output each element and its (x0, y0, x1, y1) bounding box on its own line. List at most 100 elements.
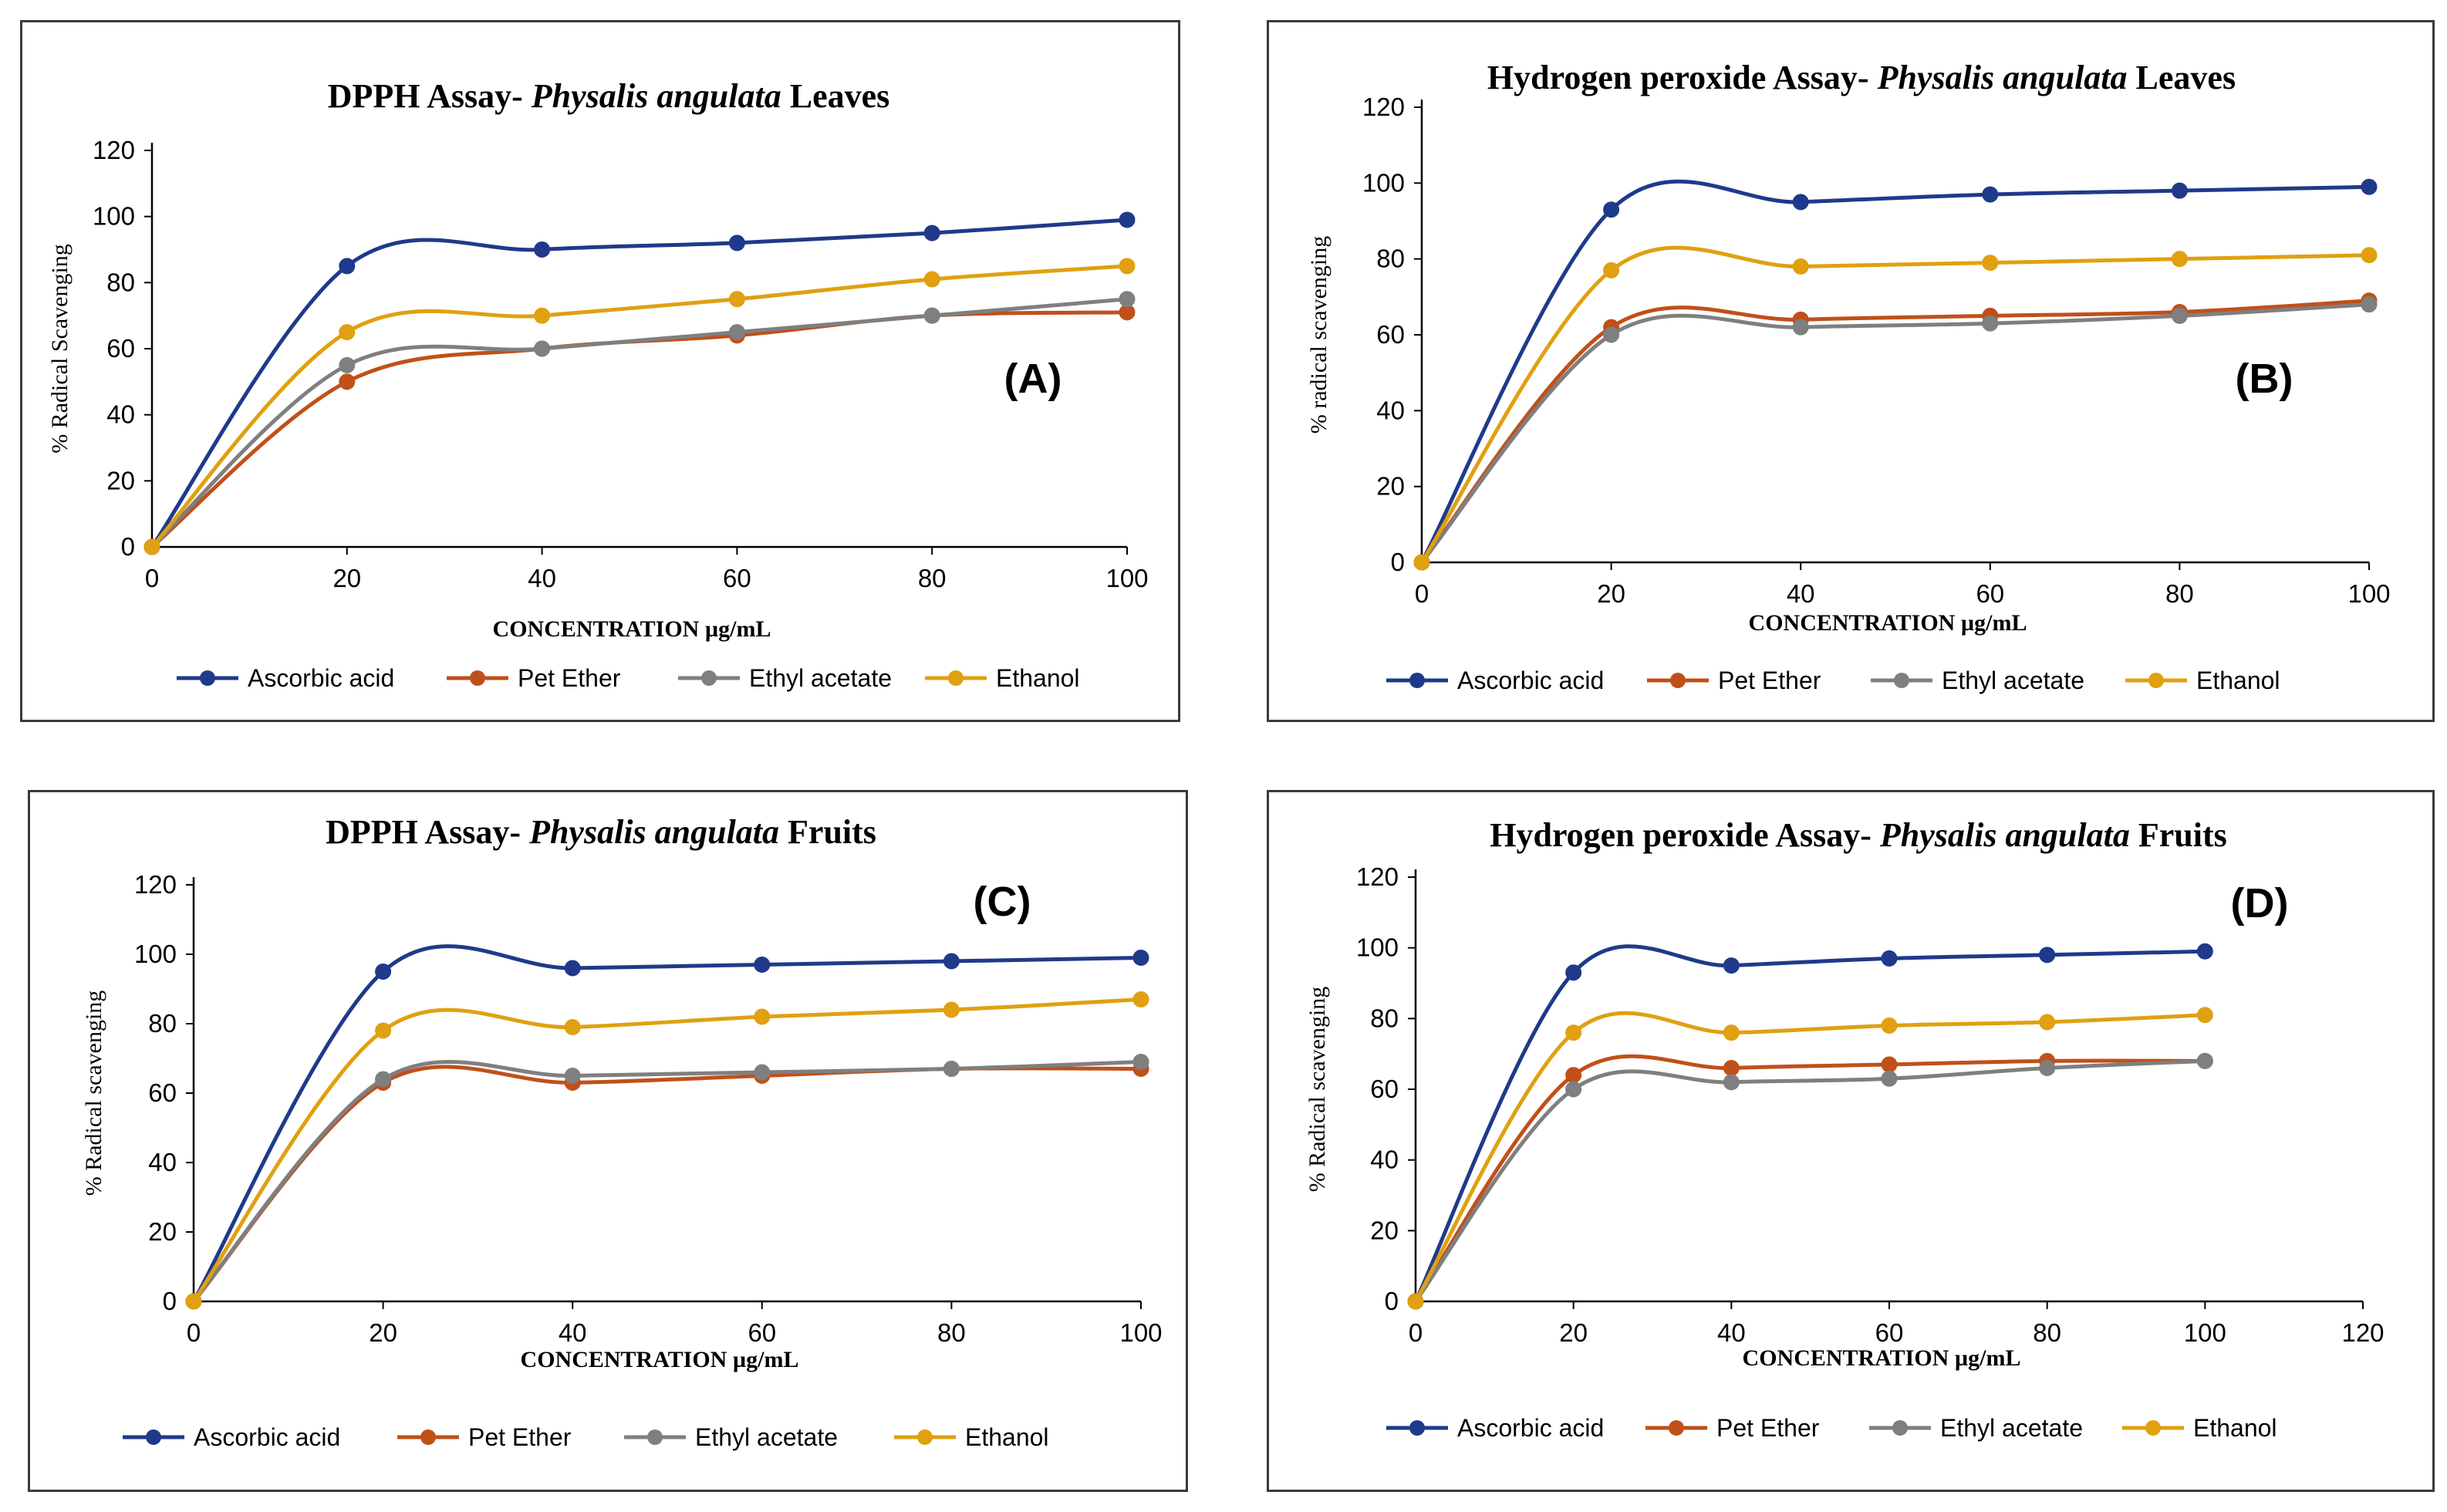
series-line-pet-ether (150, 310, 1128, 548)
data-point (143, 538, 160, 555)
data-point (2171, 251, 2188, 268)
data-point (1565, 1081, 1582, 1098)
x-tick-label: 0 (1415, 579, 1429, 608)
y-tick-label: 20 (106, 466, 135, 494)
data-point (923, 307, 940, 324)
data-point (754, 1064, 771, 1081)
legend-item-ethyl-acetate: Ethyl acetate (678, 664, 892, 692)
data-point (534, 340, 551, 357)
panel-label: (D) (2231, 880, 2289, 926)
y-tick-label: 0 (1385, 1287, 1399, 1315)
legend-marker (701, 670, 717, 686)
data-point (728, 324, 745, 341)
x-tick-label: 80 (918, 564, 947, 592)
chart-svg-a: DPPH Assay- Physalis angulata Leaves 0 20 4… (47, 77, 1149, 692)
series-line-ethyl-acetate (150, 297, 1128, 548)
x-tick-label: 20 (1597, 579, 1625, 608)
data-point (1565, 964, 1582, 981)
chart-panel-d: Hydrogen peroxide Assay- Physalis angula… (1267, 790, 2435, 1492)
x-tick-label: 80 (937, 1318, 966, 1347)
data-point (339, 373, 356, 390)
chart-panel-b: Hydrogen peroxide Assay- Physalis angula… (1267, 20, 2435, 722)
data-point (754, 1008, 771, 1025)
x-tick-label: 0 (145, 564, 159, 592)
legend-marker (200, 670, 215, 686)
legend-label: Ethyl acetate (1940, 1414, 2083, 1442)
legend-item-ethyl-acetate: Ethyl acetate (1869, 1414, 2083, 1442)
y-tick-label: 100 (93, 202, 135, 231)
data-point (1723, 1060, 1740, 1076)
legend-marker (1892, 1420, 1908, 1436)
y-tick-label: 60 (148, 1078, 177, 1107)
y-tick-label: 0 (1391, 548, 1405, 576)
x-tick-label: 40 (1787, 579, 1815, 608)
data-point (1982, 315, 1999, 332)
y-tick-label: 40 (1370, 1146, 1399, 1174)
data-point (2361, 247, 2378, 264)
legend-item-ascorbic-acid: Ascorbic acid (1386, 1414, 1604, 1442)
y-axis-label: % radical scavenging (1306, 236, 1332, 434)
x-tick-label: 100 (1119, 1318, 1162, 1347)
legend-marker (1409, 673, 1425, 688)
chart-title: DPPH Assay- Physalis angulata Fruits (326, 813, 876, 851)
data-point (339, 356, 356, 373)
data-point (1881, 1070, 1898, 1087)
legend-marker (2145, 1420, 2161, 1436)
legend-marker (2148, 673, 2164, 688)
data-point (564, 1068, 581, 1084)
legend-item-pet-ether: Pet Ether (397, 1423, 572, 1451)
series-line-ethanol (191, 997, 1142, 1303)
data-point (923, 271, 940, 288)
data-point (1565, 1067, 1582, 1084)
chart-title: DPPH Assay- Physalis angulata Leaves (328, 77, 890, 115)
data-point (1792, 194, 1809, 211)
data-point (1603, 262, 1620, 278)
y-tick-label: 40 (106, 400, 135, 429)
chart-svg-d: Hydrogen peroxide Assay- Physalis angula… (1305, 816, 2385, 1442)
series-line-pet-ether (1420, 299, 2370, 564)
data-point (1565, 1024, 1582, 1041)
data-point (2196, 1052, 2213, 1069)
data-point (1792, 258, 1809, 275)
legend-marker (917, 1429, 933, 1445)
y-tick-label: 20 (1376, 472, 1405, 501)
legend-item-ascorbic-acid: Ascorbic acid (123, 1423, 340, 1451)
x-tick-label: 80 (2165, 579, 2194, 608)
series-line-ascorbic-acid (1413, 944, 2206, 1303)
y-tick-label: 60 (1376, 320, 1405, 349)
series-line-ethanol (1419, 245, 2370, 564)
x-tick-label: 120 (2341, 1318, 2384, 1347)
data-point (1119, 258, 1136, 275)
data-point (1982, 186, 1999, 203)
data-point (2039, 1014, 2056, 1031)
series-line-pet-ether (192, 1065, 1142, 1303)
data-point (754, 957, 771, 973)
data-point (2361, 178, 2378, 195)
x-tick-label: 60 (748, 1318, 776, 1347)
x-tick-label: 40 (1717, 1318, 1746, 1347)
series-line-pet-ether (1413, 1054, 2206, 1303)
data-point (375, 1022, 392, 1039)
y-tick-label: 80 (148, 1009, 177, 1038)
legend-item-ascorbic-acid: Ascorbic acid (1386, 667, 1604, 694)
legend-item-pet-ether: Pet Ether (1645, 1414, 1820, 1442)
x-tick-label: 100 (2347, 579, 2390, 608)
y-tick-label: 100 (1362, 168, 1405, 197)
legend-label: Ascorbic acid (248, 664, 394, 692)
legend-label: Ethanol (2196, 667, 2280, 694)
y-tick-label: 20 (148, 1217, 177, 1246)
data-point (728, 235, 745, 251)
y-axis-label: % Radical scavenging (1305, 987, 1330, 1193)
series-line-ethanol (1413, 1011, 2206, 1303)
y-tick-label: 60 (106, 334, 135, 363)
legend-label: Pet Ether (1716, 1414, 1820, 1442)
legend-label: Ascorbic acid (1457, 667, 1604, 694)
legend-marker (420, 1429, 436, 1445)
legend-label: Ethanol (996, 664, 1080, 692)
x-axis-label: CONCENTRATION µg/mL (1749, 610, 2027, 636)
y-tick-label: 100 (1356, 933, 1399, 962)
y-tick-label: 80 (1376, 245, 1405, 273)
x-tick-label: 100 (2184, 1318, 2226, 1347)
legend-label: Pet Ether (518, 664, 621, 692)
y-tick-label: 100 (134, 940, 177, 968)
